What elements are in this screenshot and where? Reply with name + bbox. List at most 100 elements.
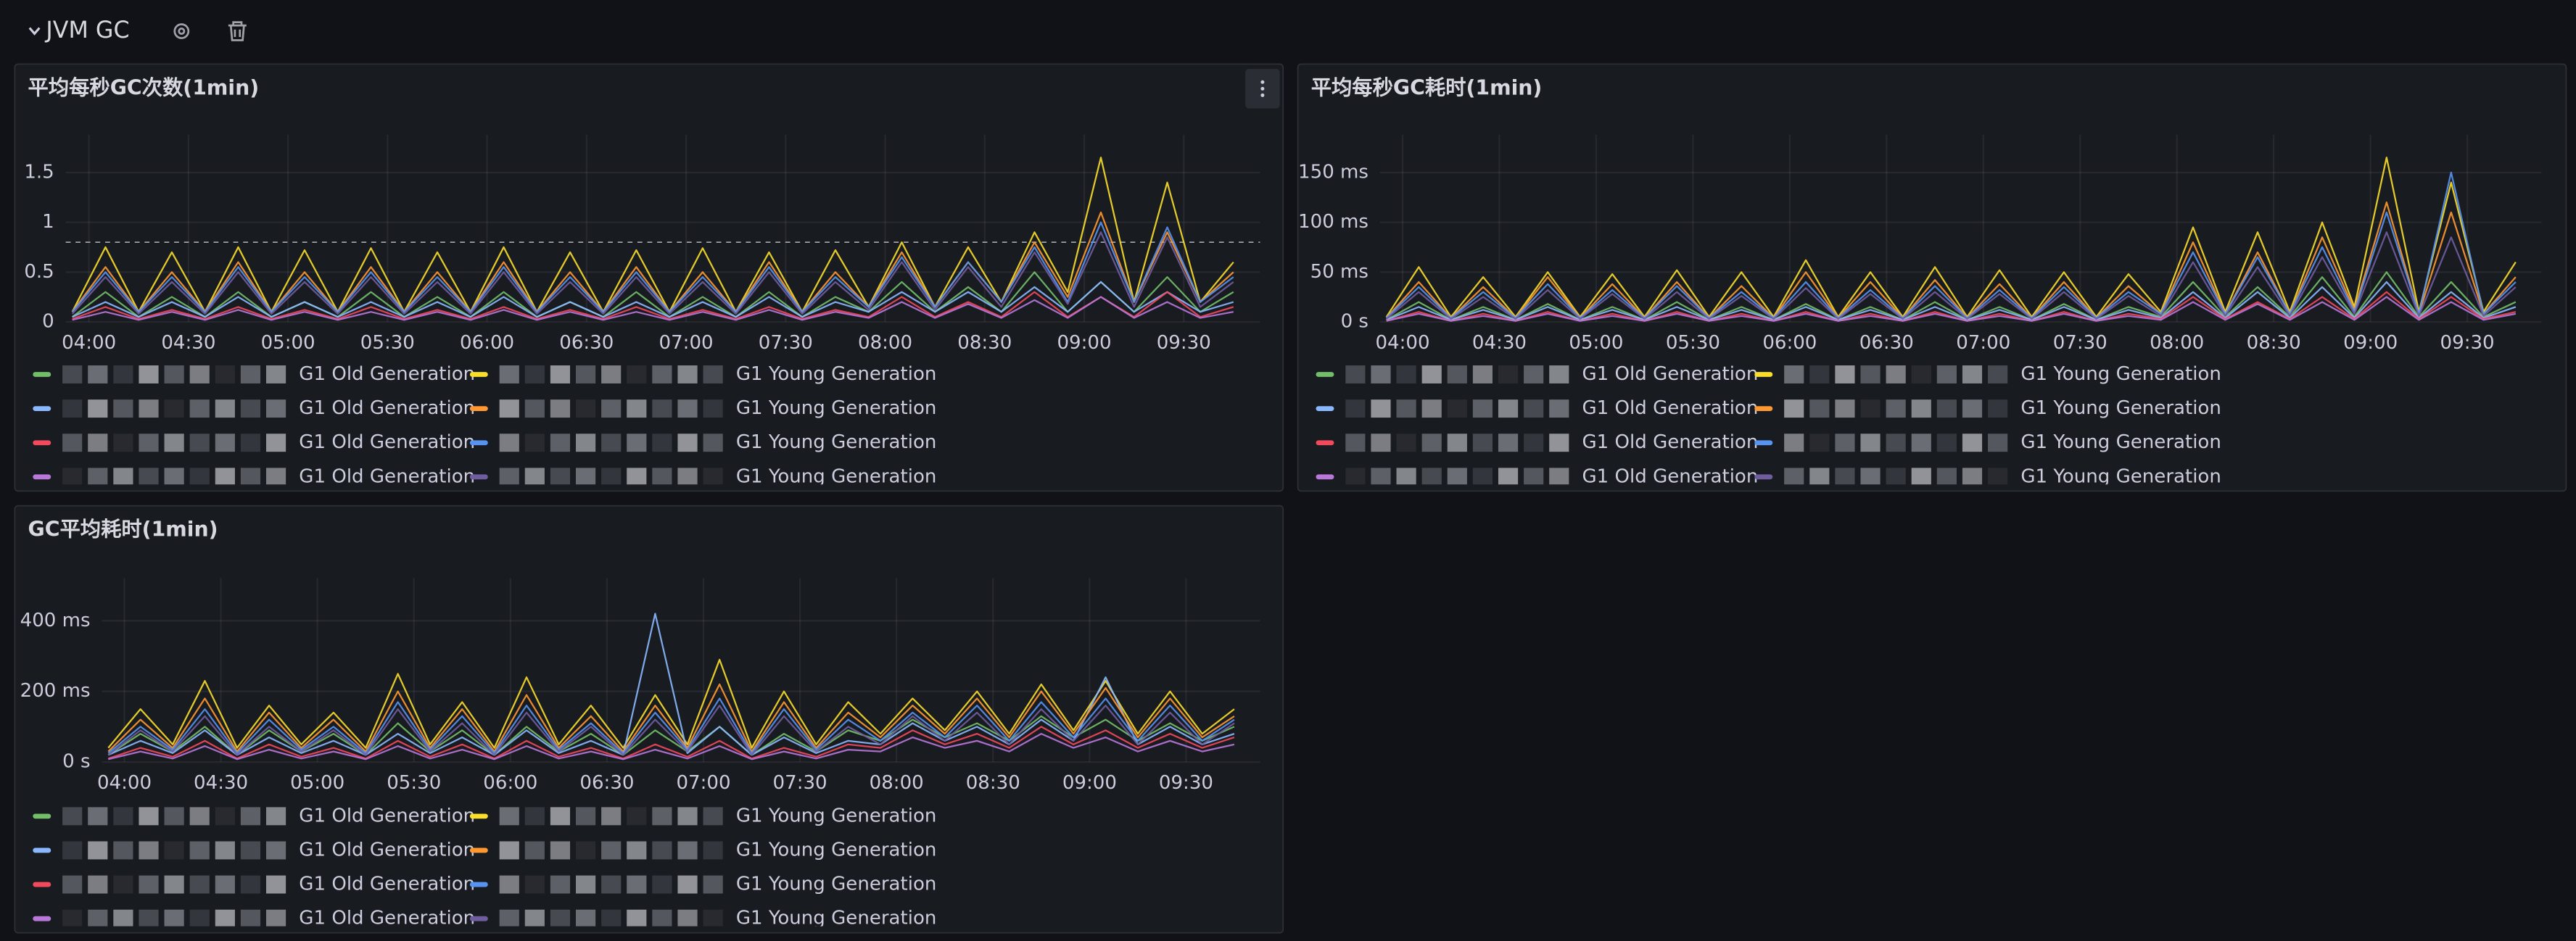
legend-redacted-block <box>499 841 519 860</box>
legend-redacted-block <box>652 841 672 860</box>
legend-redacted-block <box>1396 365 1416 384</box>
legend-redacted-block <box>1498 468 1519 485</box>
series-line <box>71 157 1234 313</box>
legend-redacted-block <box>1396 434 1416 452</box>
legend-redacted-block <box>88 468 108 485</box>
legend-marker <box>33 474 51 480</box>
legend-redacted-block <box>1784 434 1804 452</box>
legend-redacted-block <box>240 399 261 418</box>
legend-redacted-block <box>1860 365 1881 384</box>
legend-redacted-block <box>240 841 261 860</box>
y-tick-label: 50 ms <box>1310 261 1368 283</box>
legend-redacted-block <box>499 807 519 826</box>
legend-redacted-block <box>240 909 261 927</box>
x-tick-label: 08:30 <box>957 332 1012 354</box>
legend-redacted-block <box>1345 365 1366 384</box>
x-tick-label: 07:30 <box>2053 332 2108 354</box>
legend-redacted-block <box>499 399 519 418</box>
panel-menu-dot <box>1260 93 1265 97</box>
legend-redacted-block <box>215 875 235 894</box>
legend-redacted-block <box>627 365 647 384</box>
legend-redacted-block <box>62 841 83 860</box>
legend-redacted-block <box>215 909 235 927</box>
legend-redacted-block <box>601 841 622 860</box>
y-tick-label: 0 s <box>1341 310 1368 332</box>
legend-redacted-block <box>601 434 622 452</box>
legend-marker <box>1754 372 1773 377</box>
legend-redacted-block <box>113 365 133 384</box>
legend-label: G1 Old Generation <box>1582 363 1758 385</box>
legend-redacted-block <box>240 468 261 485</box>
row-delete-icon[interactable] <box>228 21 247 41</box>
legend-redacted-block <box>1809 365 1830 384</box>
legend-redacted-block <box>1524 434 1544 452</box>
legend-label: G1 Young Generation <box>736 397 937 419</box>
legend-redacted-block <box>1886 434 1906 452</box>
legend-redacted-block <box>1447 434 1467 452</box>
legend-marker <box>33 916 51 921</box>
legend-redacted-block <box>524 807 545 826</box>
legend-redacted-block <box>1860 399 1881 418</box>
legend-redacted-block <box>1345 434 1366 452</box>
x-tick-label: 08:30 <box>966 772 1020 794</box>
legend-redacted-block <box>62 365 83 384</box>
legend-marker <box>469 372 488 377</box>
x-tick-label: 04:00 <box>97 772 152 794</box>
legend-redacted-block <box>189 434 210 452</box>
legend-redacted-block <box>1886 468 1906 485</box>
legend-redacted-block <box>524 875 545 894</box>
legend-redacted-block <box>215 434 235 452</box>
legend-redacted-block <box>215 365 235 384</box>
legend-redacted-block <box>265 434 286 452</box>
legend-redacted-block <box>1962 399 1983 418</box>
legend-redacted-block <box>575 909 596 927</box>
legend-redacted-block <box>113 399 133 418</box>
legend-label: G1 Old Generation <box>299 431 475 453</box>
legend-marker <box>469 847 488 853</box>
x-tick-label: 08:30 <box>2247 332 2301 354</box>
legend-redacted-block <box>139 399 159 418</box>
legend-redacted-block <box>164 434 184 452</box>
legend-redacted-block <box>1421 365 1442 384</box>
legend-redacted-block <box>1421 434 1442 452</box>
legend-redacted-block <box>1936 434 1957 452</box>
legend-redacted-block <box>62 468 83 485</box>
series-line <box>1385 171 2517 319</box>
x-tick-label: 07:00 <box>676 772 730 794</box>
legend-label: G1 Young Generation <box>736 805 937 826</box>
legend-redacted-block <box>164 875 184 894</box>
legend-redacted-block <box>1447 468 1467 485</box>
legend-redacted-block <box>215 841 235 860</box>
panel <box>1297 63 2567 492</box>
legend-redacted-block <box>703 909 723 927</box>
row-settings-icon[interactable] <box>173 23 190 39</box>
legend-redacted-block <box>62 807 83 826</box>
legend-redacted-block <box>703 399 723 418</box>
x-tick-label: 06:30 <box>579 772 634 794</box>
legend-redacted-block <box>1988 365 2008 384</box>
legend-redacted-block <box>113 909 133 927</box>
series-line <box>107 697 1235 754</box>
legend-label: G1 Young Generation <box>736 465 937 487</box>
x-tick-label: 07:00 <box>1956 332 2010 354</box>
legend-redacted-block <box>265 399 286 418</box>
row-title[interactable]: JVM GC <box>44 17 129 43</box>
legend-redacted-block <box>1911 365 1931 384</box>
legend-redacted-block <box>1345 468 1366 485</box>
legend-redacted-block <box>1962 365 1983 384</box>
legend-redacted-block <box>550 365 571 384</box>
legend-redacted-block <box>1549 434 1569 452</box>
row-collapse-chevron[interactable] <box>28 27 41 36</box>
legend-redacted-block <box>164 807 184 826</box>
legend-label: G1 Old Generation <box>1582 465 1758 487</box>
legend-redacted-block <box>550 468 571 485</box>
legend-redacted-block <box>88 841 108 860</box>
legend-redacted-block <box>164 468 184 485</box>
legend-redacted-block <box>215 807 235 826</box>
legend-redacted-block <box>189 875 210 894</box>
legend-redacted-block <box>189 841 210 860</box>
legend-redacted-block <box>1371 468 1391 485</box>
legend-redacted-block <box>1549 468 1569 485</box>
